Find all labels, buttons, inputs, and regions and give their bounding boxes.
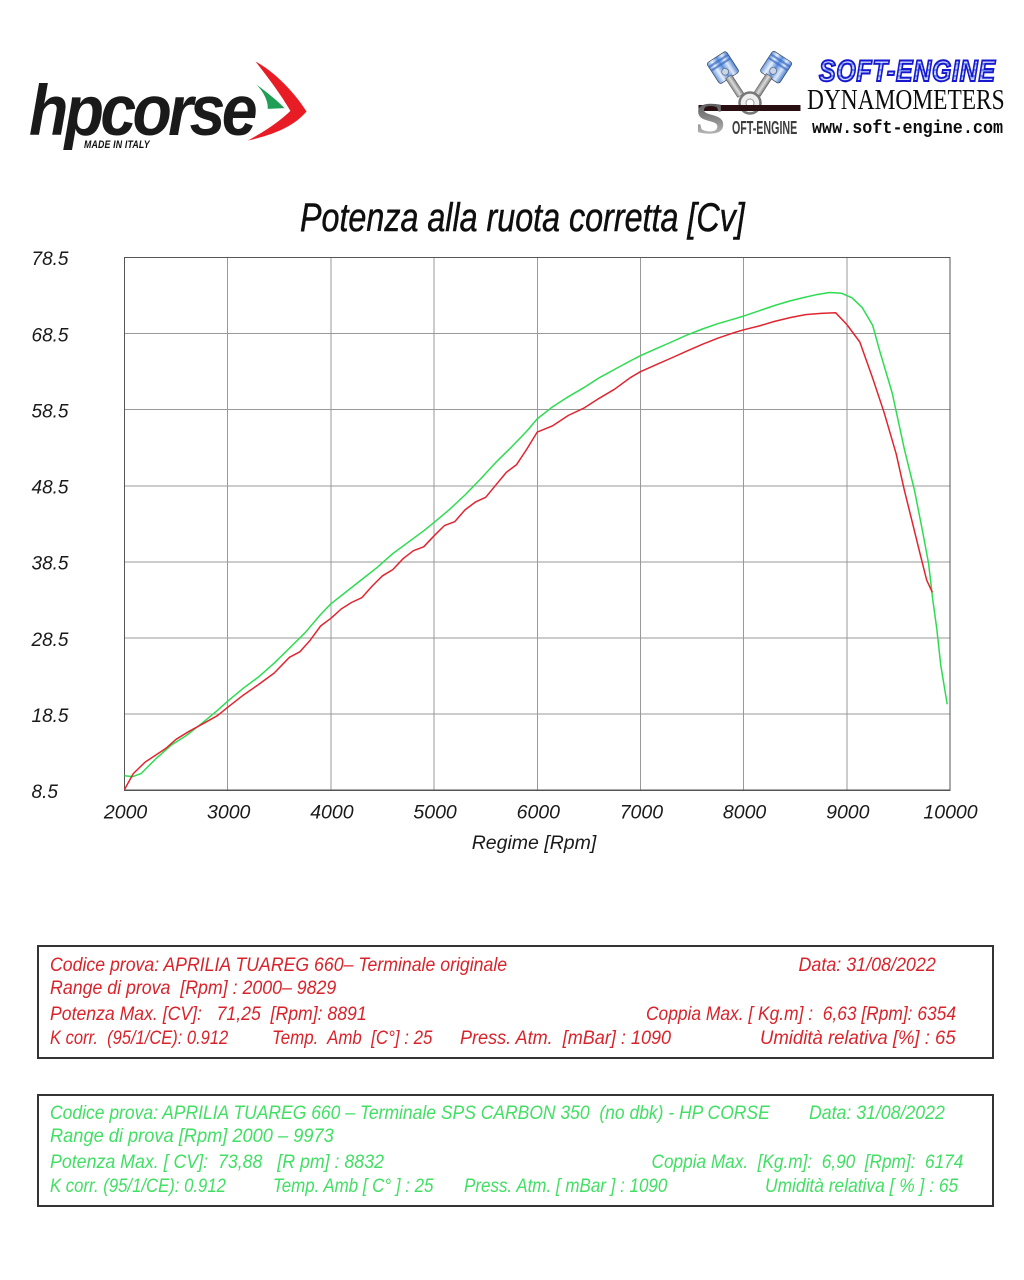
svg-text:18.5: 18.5 bbox=[32, 706, 69, 727]
svg-text:4000: 4000 bbox=[310, 801, 354, 823]
svg-text:8000: 8000 bbox=[723, 801, 767, 823]
svg-text:28.5: 28.5 bbox=[31, 630, 69, 651]
svg-text:5000: 5000 bbox=[413, 801, 457, 823]
svg-text:38.5: 38.5 bbox=[32, 554, 69, 575]
svg-text:58.5: 58.5 bbox=[32, 401, 69, 422]
svg-text:Regime [Rpm]: Regime [Rpm] bbox=[472, 832, 597, 854]
svg-text:48.5: 48.5 bbox=[32, 478, 69, 499]
svg-text:3000: 3000 bbox=[207, 801, 251, 823]
svg-text:9000: 9000 bbox=[826, 801, 870, 823]
svg-text:6000: 6000 bbox=[517, 801, 561, 823]
svg-text:8.5: 8.5 bbox=[32, 782, 59, 803]
svg-text:10000: 10000 bbox=[923, 801, 977, 823]
svg-text:2000: 2000 bbox=[103, 801, 148, 823]
svg-text:7000: 7000 bbox=[620, 801, 664, 823]
svg-text:78.5: 78.5 bbox=[32, 249, 69, 270]
svg-text:68.5: 68.5 bbox=[32, 325, 69, 346]
